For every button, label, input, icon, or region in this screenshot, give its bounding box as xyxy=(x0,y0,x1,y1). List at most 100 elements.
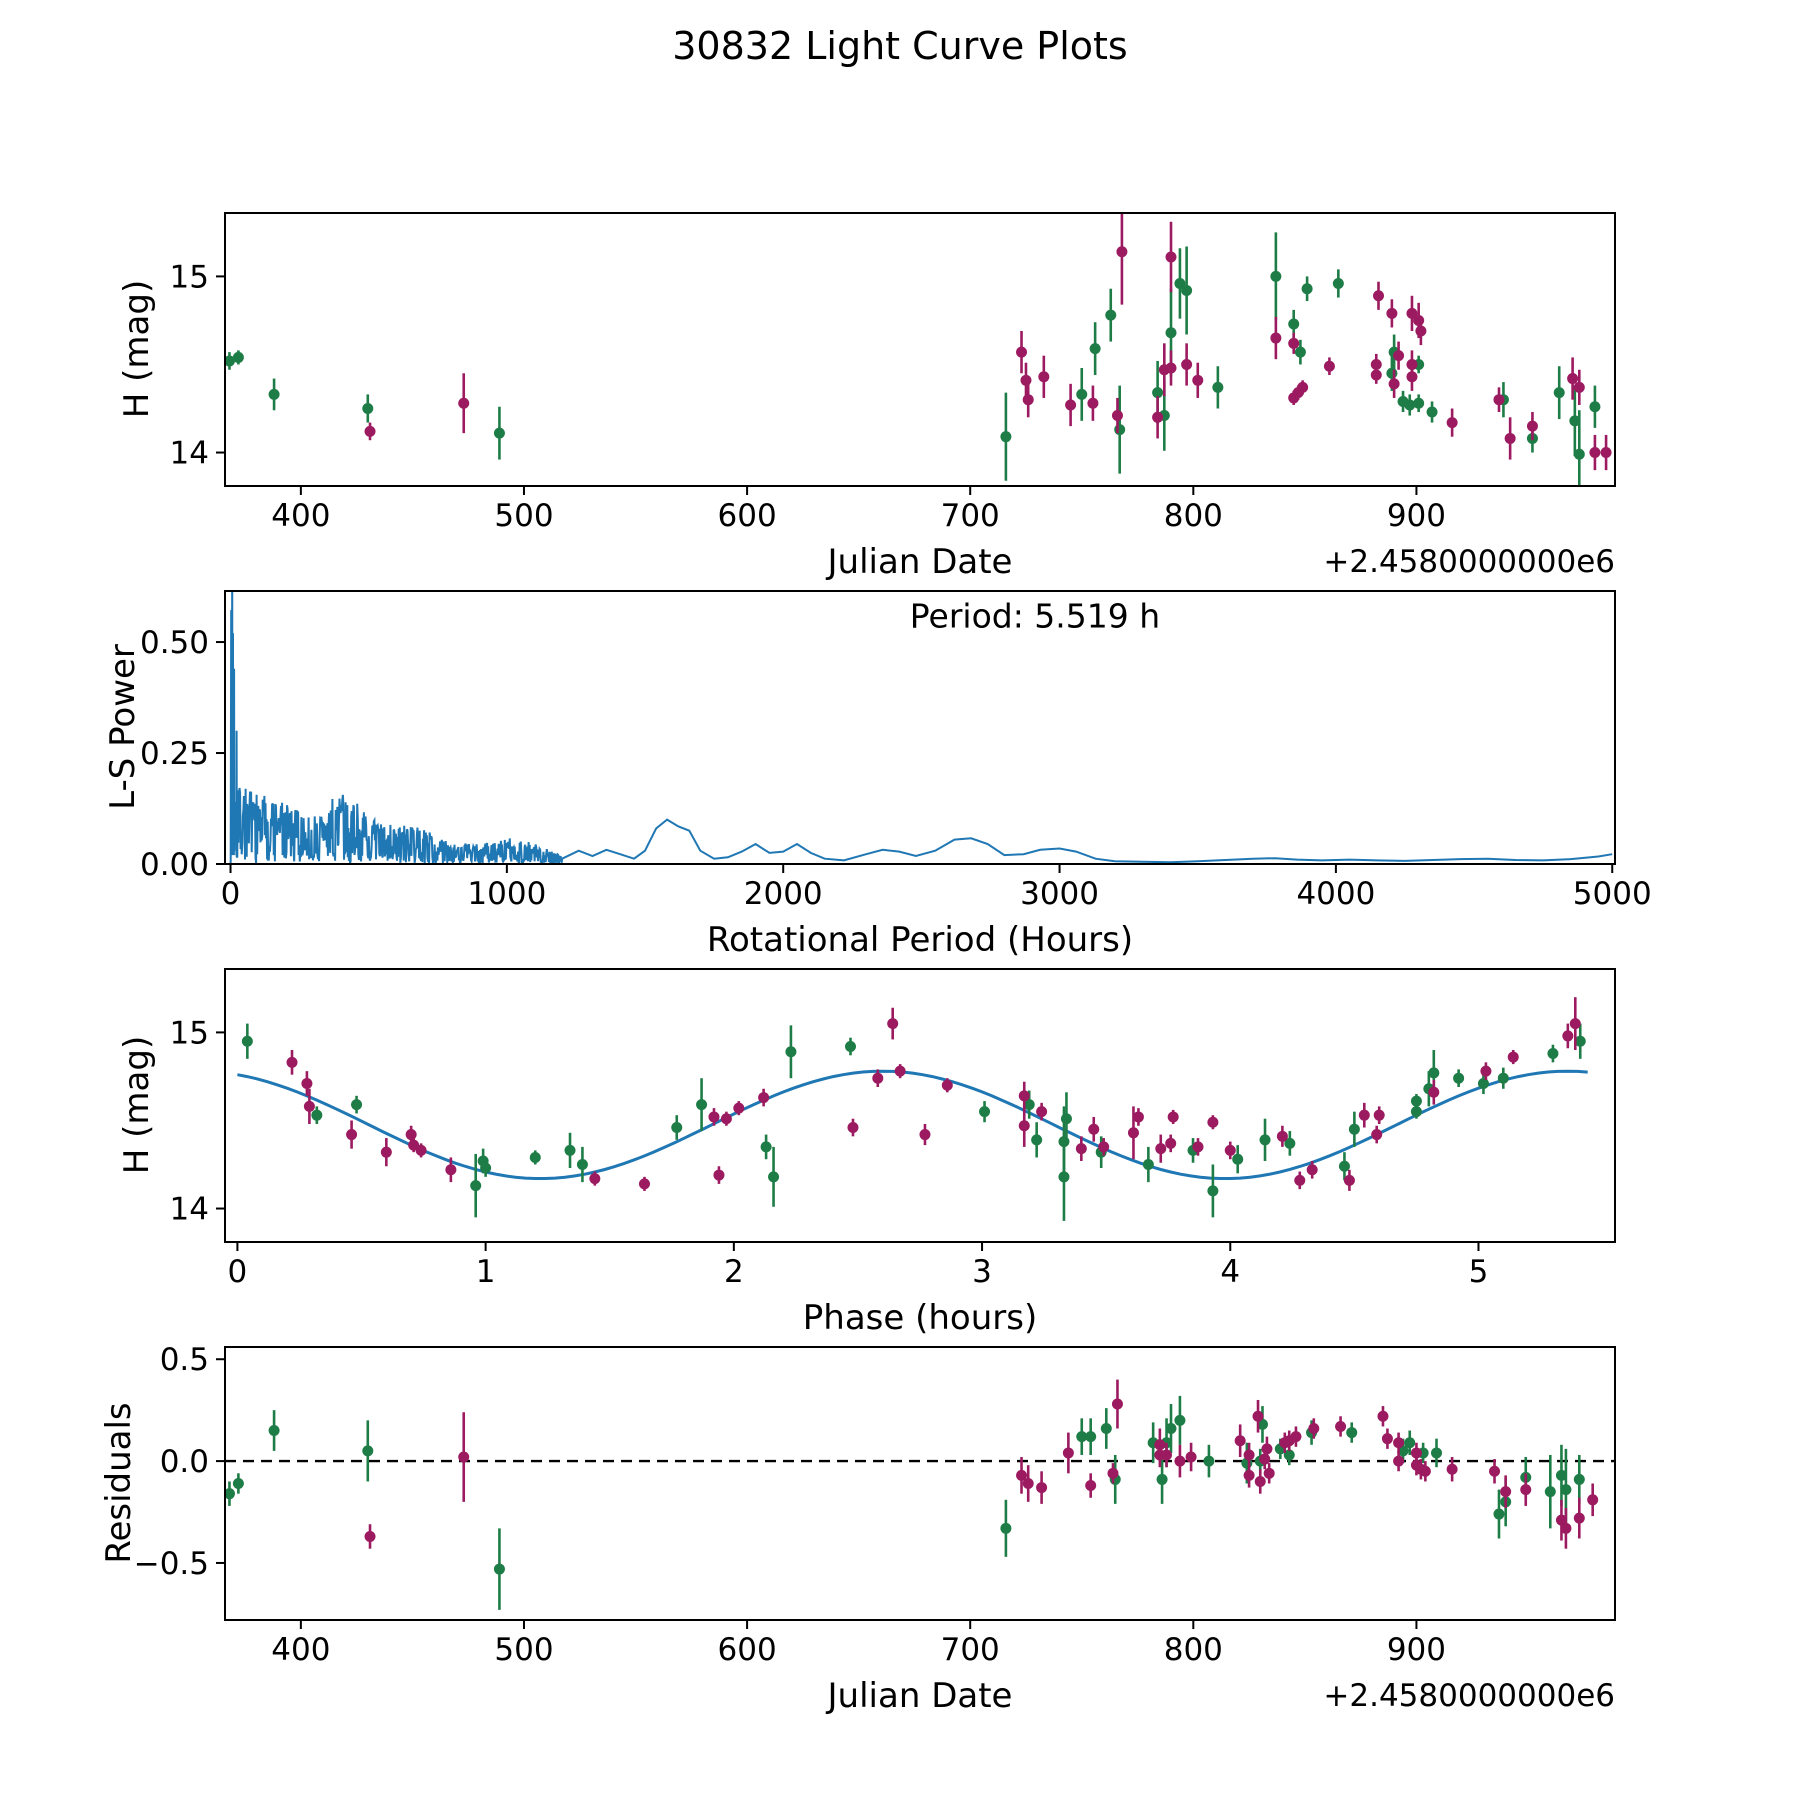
y-tick-label: 15 xyxy=(170,259,209,295)
data-point xyxy=(1294,346,1306,358)
data-point xyxy=(872,1072,884,1084)
data-point xyxy=(1413,397,1425,409)
data-point xyxy=(1224,1144,1236,1156)
x-tick-label: 500 xyxy=(494,498,553,534)
data-point xyxy=(1480,1065,1492,1077)
data-point xyxy=(894,1065,906,1077)
y-tick-label: 14 xyxy=(170,1192,209,1228)
data-point xyxy=(1288,337,1300,349)
x-tick-label: 4 xyxy=(1220,1254,1240,1290)
data-point xyxy=(1555,1469,1567,1481)
data-point xyxy=(1393,1455,1405,1467)
data-point xyxy=(1284,1137,1296,1149)
data-point xyxy=(364,425,376,437)
data-point xyxy=(1174,277,1186,289)
data-point xyxy=(1116,246,1128,258)
data-point xyxy=(1520,1484,1532,1496)
y-tick-label: 0.5 xyxy=(160,1342,209,1378)
phase-frame xyxy=(224,968,1616,1243)
data-point xyxy=(241,1035,253,1047)
data-point xyxy=(1426,406,1438,418)
data-point xyxy=(1155,1143,1167,1155)
data-point xyxy=(1569,1018,1581,1030)
data-point xyxy=(1419,1465,1431,1477)
subplot-phase: 0 1 2 3 4 5 14 15 xyxy=(170,968,1616,1290)
data-point xyxy=(1062,1447,1074,1459)
data-point xyxy=(1085,1431,1097,1443)
data-point xyxy=(1167,1111,1179,1123)
periodogram-x-axis-label: Rotational Period (Hours) xyxy=(706,920,1134,960)
light-curve-green-series xyxy=(225,232,1601,486)
data-point xyxy=(671,1122,683,1134)
data-point xyxy=(887,1018,899,1030)
data-point xyxy=(1547,1048,1559,1060)
x-tick-label: 800 xyxy=(1164,498,1223,534)
data-point xyxy=(1477,1077,1489,1089)
phase-green-series xyxy=(241,1023,1586,1221)
data-point xyxy=(1018,1090,1030,1102)
x-tick-label: 5000 xyxy=(1573,876,1652,912)
periodogram-line xyxy=(229,591,1613,864)
data-point xyxy=(1600,447,1612,459)
light-curve-purple-series xyxy=(364,213,1612,471)
data-point xyxy=(1234,1435,1246,1447)
data-point xyxy=(1243,1449,1255,1461)
data-point xyxy=(1297,381,1309,393)
x-tick-label: 3000 xyxy=(1020,876,1099,912)
data-point xyxy=(1088,1123,1100,1135)
data-point xyxy=(1243,1469,1255,1481)
data-point xyxy=(1270,332,1282,344)
data-point xyxy=(589,1173,601,1185)
phase-y-axis-label: H (mag) xyxy=(117,1035,157,1175)
x-tick-label: 900 xyxy=(1387,1632,1446,1668)
data-point xyxy=(1504,432,1516,444)
data-point xyxy=(1207,1185,1219,1197)
y-tick-label: 15 xyxy=(170,1015,209,1051)
data-point xyxy=(1018,1120,1030,1132)
x-tick-label: 1000 xyxy=(467,876,546,912)
data-point xyxy=(847,1122,859,1134)
data-point xyxy=(713,1169,725,1181)
data-point xyxy=(1152,387,1164,399)
data-point xyxy=(458,397,470,409)
data-point xyxy=(445,1164,457,1176)
residuals-y-axis-label: Residuals xyxy=(99,1402,139,1564)
data-point xyxy=(1393,350,1405,362)
data-point xyxy=(1156,1473,1168,1485)
y-tick-label: −0.5 xyxy=(134,1546,209,1582)
data-point xyxy=(1261,1443,1273,1455)
data-point xyxy=(1397,1445,1409,1457)
data-point xyxy=(1574,1035,1586,1047)
data-point xyxy=(1192,1141,1204,1153)
y-tick-label: 0.50 xyxy=(140,625,209,661)
data-point xyxy=(1252,1410,1264,1422)
y-tick-label: 0.0 xyxy=(160,1444,209,1480)
data-point xyxy=(1410,1106,1422,1118)
data-point xyxy=(1308,1422,1320,1434)
data-point xyxy=(1031,1134,1043,1146)
data-point xyxy=(1544,1486,1556,1498)
data-point xyxy=(733,1102,745,1114)
data-point xyxy=(1587,1494,1599,1506)
data-point xyxy=(405,1129,417,1141)
data-point xyxy=(1111,1398,1123,1410)
data-point xyxy=(1453,1072,1465,1084)
data-point xyxy=(286,1056,298,1068)
x-tick-label: 2000 xyxy=(744,876,823,912)
data-point xyxy=(1060,1113,1072,1125)
data-point xyxy=(1567,373,1579,385)
residuals-data-area xyxy=(225,1379,1615,1610)
data-point xyxy=(1489,1465,1501,1477)
data-point xyxy=(1446,417,1458,429)
x-tick-label: 700 xyxy=(941,1632,1000,1668)
x-tick-label: 600 xyxy=(718,498,777,534)
data-point xyxy=(225,355,235,367)
data-point xyxy=(1165,251,1177,263)
data-point xyxy=(1259,1453,1271,1465)
data-point xyxy=(1000,1522,1012,1534)
data-point xyxy=(760,1141,772,1153)
x-tick-label: 400 xyxy=(271,498,330,534)
x-tick-label: 5 xyxy=(1469,1254,1489,1290)
